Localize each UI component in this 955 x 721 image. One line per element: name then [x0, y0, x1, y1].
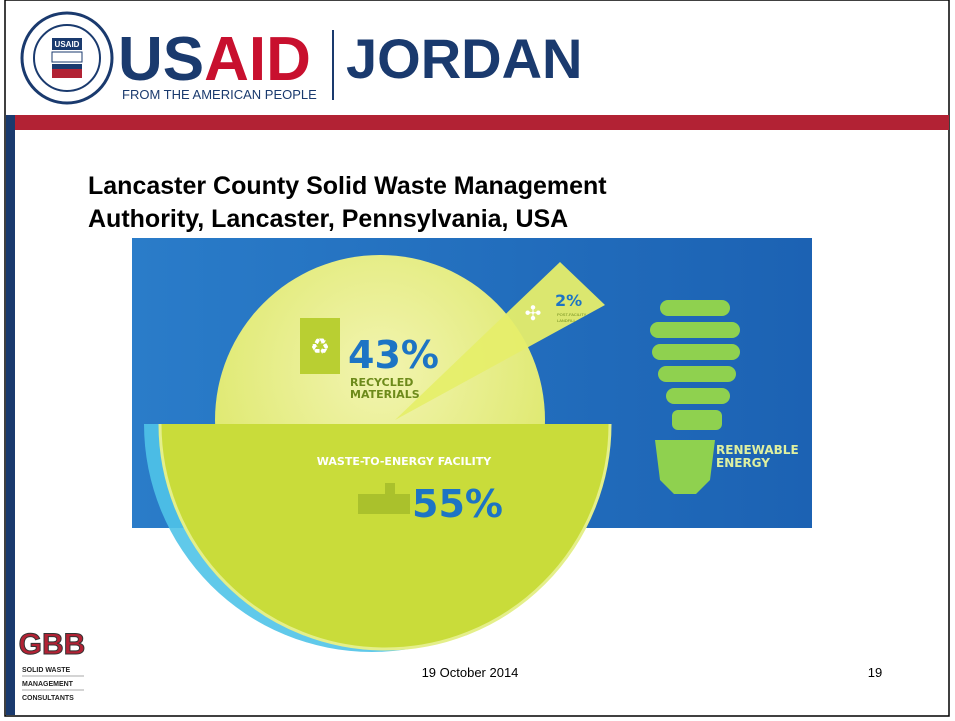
wte-percent: 55% [412, 482, 503, 526]
slide-title: Lancaster County Solid Waste Management [88, 172, 607, 200]
svg-text:✣: ✣ [525, 303, 542, 325]
landfill-label: POST-FACILITY [557, 312, 587, 317]
footer-logo: GBB [19, 628, 86, 661]
recycled-label: MATERIALS [350, 388, 420, 401]
bulb-icon [650, 300, 740, 494]
footer-logo-line: CONSULTANTS [22, 695, 74, 702]
country: JORDAN [346, 27, 582, 90]
header-band [6, 115, 949, 130]
recycled-percent: 43% [348, 333, 439, 377]
landfill-label: LANDFILL [557, 318, 576, 323]
infographic: ♻ 43% RECYCLED MATERIALS ✣ 2% POST-FACIL… [132, 238, 812, 652]
renewable-label: RENEWABLE [716, 443, 799, 457]
footer-logo-line: MANAGEMENT [22, 681, 74, 688]
svg-text:♻: ♻ [310, 334, 330, 359]
logo-aid: AID [204, 25, 311, 94]
footer-date: 19 October 2014 [422, 665, 519, 680]
slide-title: Authority, Lancaster, Pennsylvania, USA [88, 205, 568, 233]
renewable-label: ENERGY [716, 456, 770, 470]
footer-logo-line: SOLID WASTE [22, 667, 71, 674]
agency-logo: USAID [118, 25, 311, 94]
side-bar [6, 115, 15, 715]
landfill-percent: 2% [555, 291, 582, 310]
seal: USAID [20, 11, 114, 105]
wte-label: WASTE-TO-ENERGY FACILITY [317, 455, 492, 468]
tagline: FROM THE AMERICAN PEOPLE [122, 87, 317, 102]
logo-us: US [118, 25, 204, 94]
page-number: 19 [868, 665, 882, 680]
recycled-label: RECYCLED [350, 376, 413, 389]
seal-label: USAID [55, 40, 80, 49]
